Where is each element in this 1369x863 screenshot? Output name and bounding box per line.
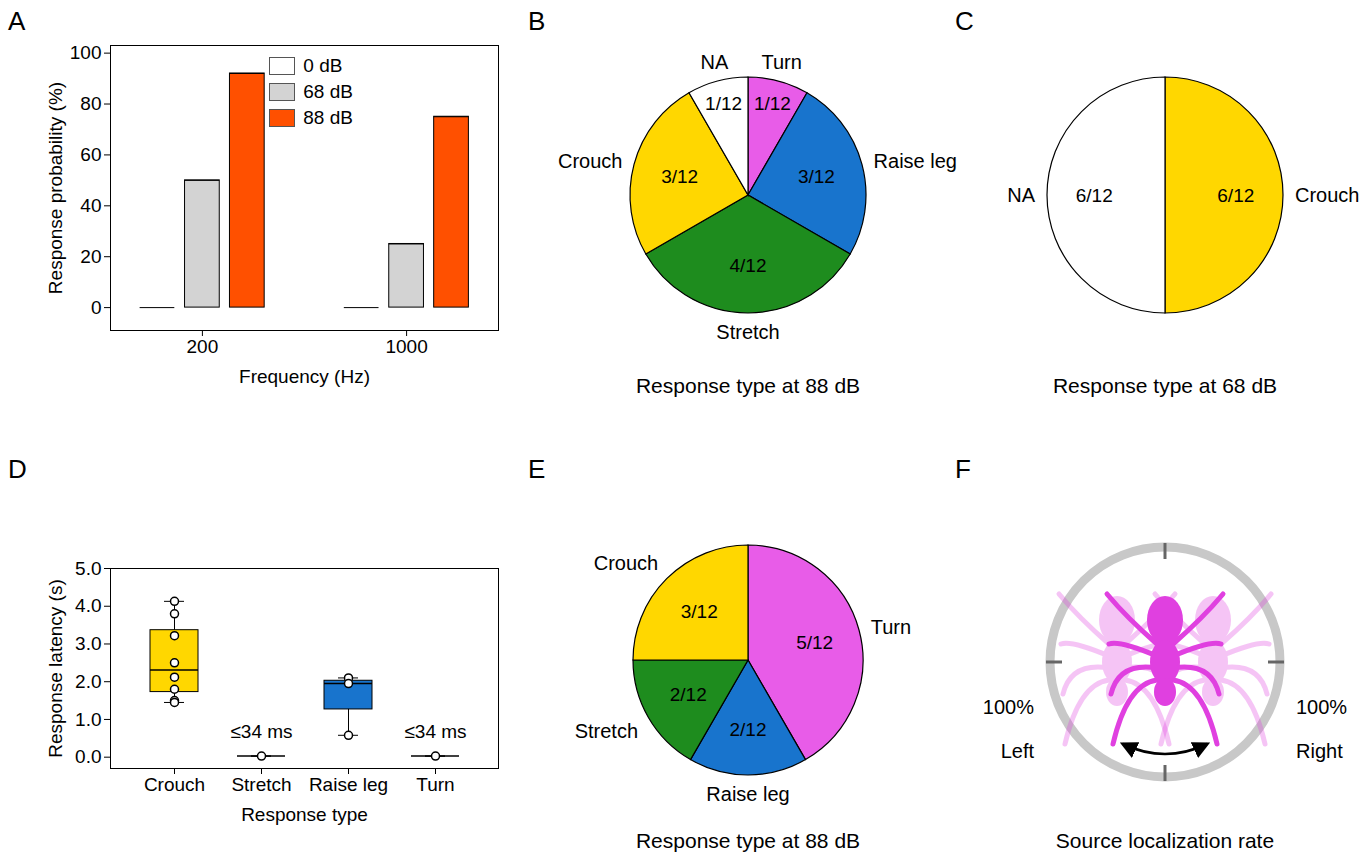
svg-text:Stretch: Stretch xyxy=(716,321,779,343)
svg-text:Turn: Turn xyxy=(871,616,911,638)
svg-text:F: F xyxy=(955,454,971,484)
svg-text:0: 0 xyxy=(91,297,102,318)
svg-text:Stretch: Stretch xyxy=(575,720,638,742)
svg-text:Crouch: Crouch xyxy=(144,774,205,795)
svg-text:1.0: 1.0 xyxy=(75,709,101,730)
svg-text:NA: NA xyxy=(700,51,728,73)
html-text:68 dB: 68 dB xyxy=(303,81,353,102)
svg-text:Turn: Turn xyxy=(761,51,801,73)
svg-text:Response type: Response type xyxy=(241,804,368,825)
svg-text:A: A xyxy=(8,6,26,36)
svg-text:Stretch: Stretch xyxy=(231,774,291,795)
svg-text:Response latency (s): Response latency (s) xyxy=(45,579,66,757)
svg-text:NA: NA xyxy=(1007,184,1035,206)
html-text:88 dB: 88 dB xyxy=(303,107,353,128)
svg-text:20: 20 xyxy=(80,246,101,267)
svg-text:2.0: 2.0 xyxy=(75,671,101,692)
svg-text:Crouch: Crouch xyxy=(594,552,658,574)
svg-text:D: D xyxy=(8,454,27,484)
svg-text:Crouch: Crouch xyxy=(558,150,622,172)
svg-text:80: 80 xyxy=(80,93,101,114)
svg-text:3/12: 3/12 xyxy=(661,166,698,187)
svg-text:Right: Right xyxy=(1296,740,1343,762)
svg-text:3/12: 3/12 xyxy=(798,166,835,187)
svg-text:Raise leg: Raise leg xyxy=(309,774,388,795)
svg-text:100: 100 xyxy=(70,42,102,63)
svg-text:Response type at 88 dB: Response type at 88 dB xyxy=(636,829,860,852)
svg-text:Frequency (Hz): Frequency (Hz) xyxy=(239,366,370,387)
svg-text:60: 60 xyxy=(80,144,101,165)
svg-text:6/12: 6/12 xyxy=(1076,185,1113,206)
svg-text:Turn: Turn xyxy=(416,774,454,795)
svg-text:100%: 100% xyxy=(1296,696,1347,718)
svg-text:6/12: 6/12 xyxy=(1217,185,1254,206)
svg-text:Crouch: Crouch xyxy=(1295,184,1359,206)
svg-text:4.0: 4.0 xyxy=(75,595,101,616)
svg-text:3.0: 3.0 xyxy=(75,633,101,654)
svg-text:2/12: 2/12 xyxy=(670,684,707,705)
svg-text:Response type at 88 dB: Response type at 88 dB xyxy=(636,374,860,397)
svg-text:5.0: 5.0 xyxy=(75,558,101,579)
svg-text:B: B xyxy=(528,6,545,36)
svg-text:40: 40 xyxy=(80,195,101,216)
svg-text:0.0: 0.0 xyxy=(75,746,101,767)
svg-text:Response probability (%): Response probability (%) xyxy=(45,82,66,294)
svg-text:≤34 ms: ≤34 ms xyxy=(230,721,292,742)
svg-text:5/12: 5/12 xyxy=(796,632,833,653)
svg-text:E: E xyxy=(528,454,545,484)
svg-text:C: C xyxy=(955,6,974,36)
svg-text:100%: 100% xyxy=(983,696,1034,718)
svg-text:200: 200 xyxy=(187,336,219,357)
svg-text:1000: 1000 xyxy=(385,336,427,357)
svg-text:≤34 ms: ≤34 ms xyxy=(404,721,466,742)
svg-text:4/12: 4/12 xyxy=(730,255,767,276)
svg-text:2/12: 2/12 xyxy=(730,719,767,740)
svg-text:Left: Left xyxy=(1001,740,1035,762)
svg-text:Raise leg: Raise leg xyxy=(706,783,789,805)
svg-text:Source localization rate: Source localization rate xyxy=(1056,829,1274,852)
svg-text:Response type at 68 dB: Response type at 68 dB xyxy=(1053,374,1277,397)
html-text:0 dB: 0 dB xyxy=(303,55,343,76)
svg-text:Raise leg: Raise leg xyxy=(874,150,957,172)
svg-text:1/12: 1/12 xyxy=(705,93,742,114)
svg-text:3/12: 3/12 xyxy=(681,601,718,622)
svg-text:1/12: 1/12 xyxy=(754,93,791,114)
